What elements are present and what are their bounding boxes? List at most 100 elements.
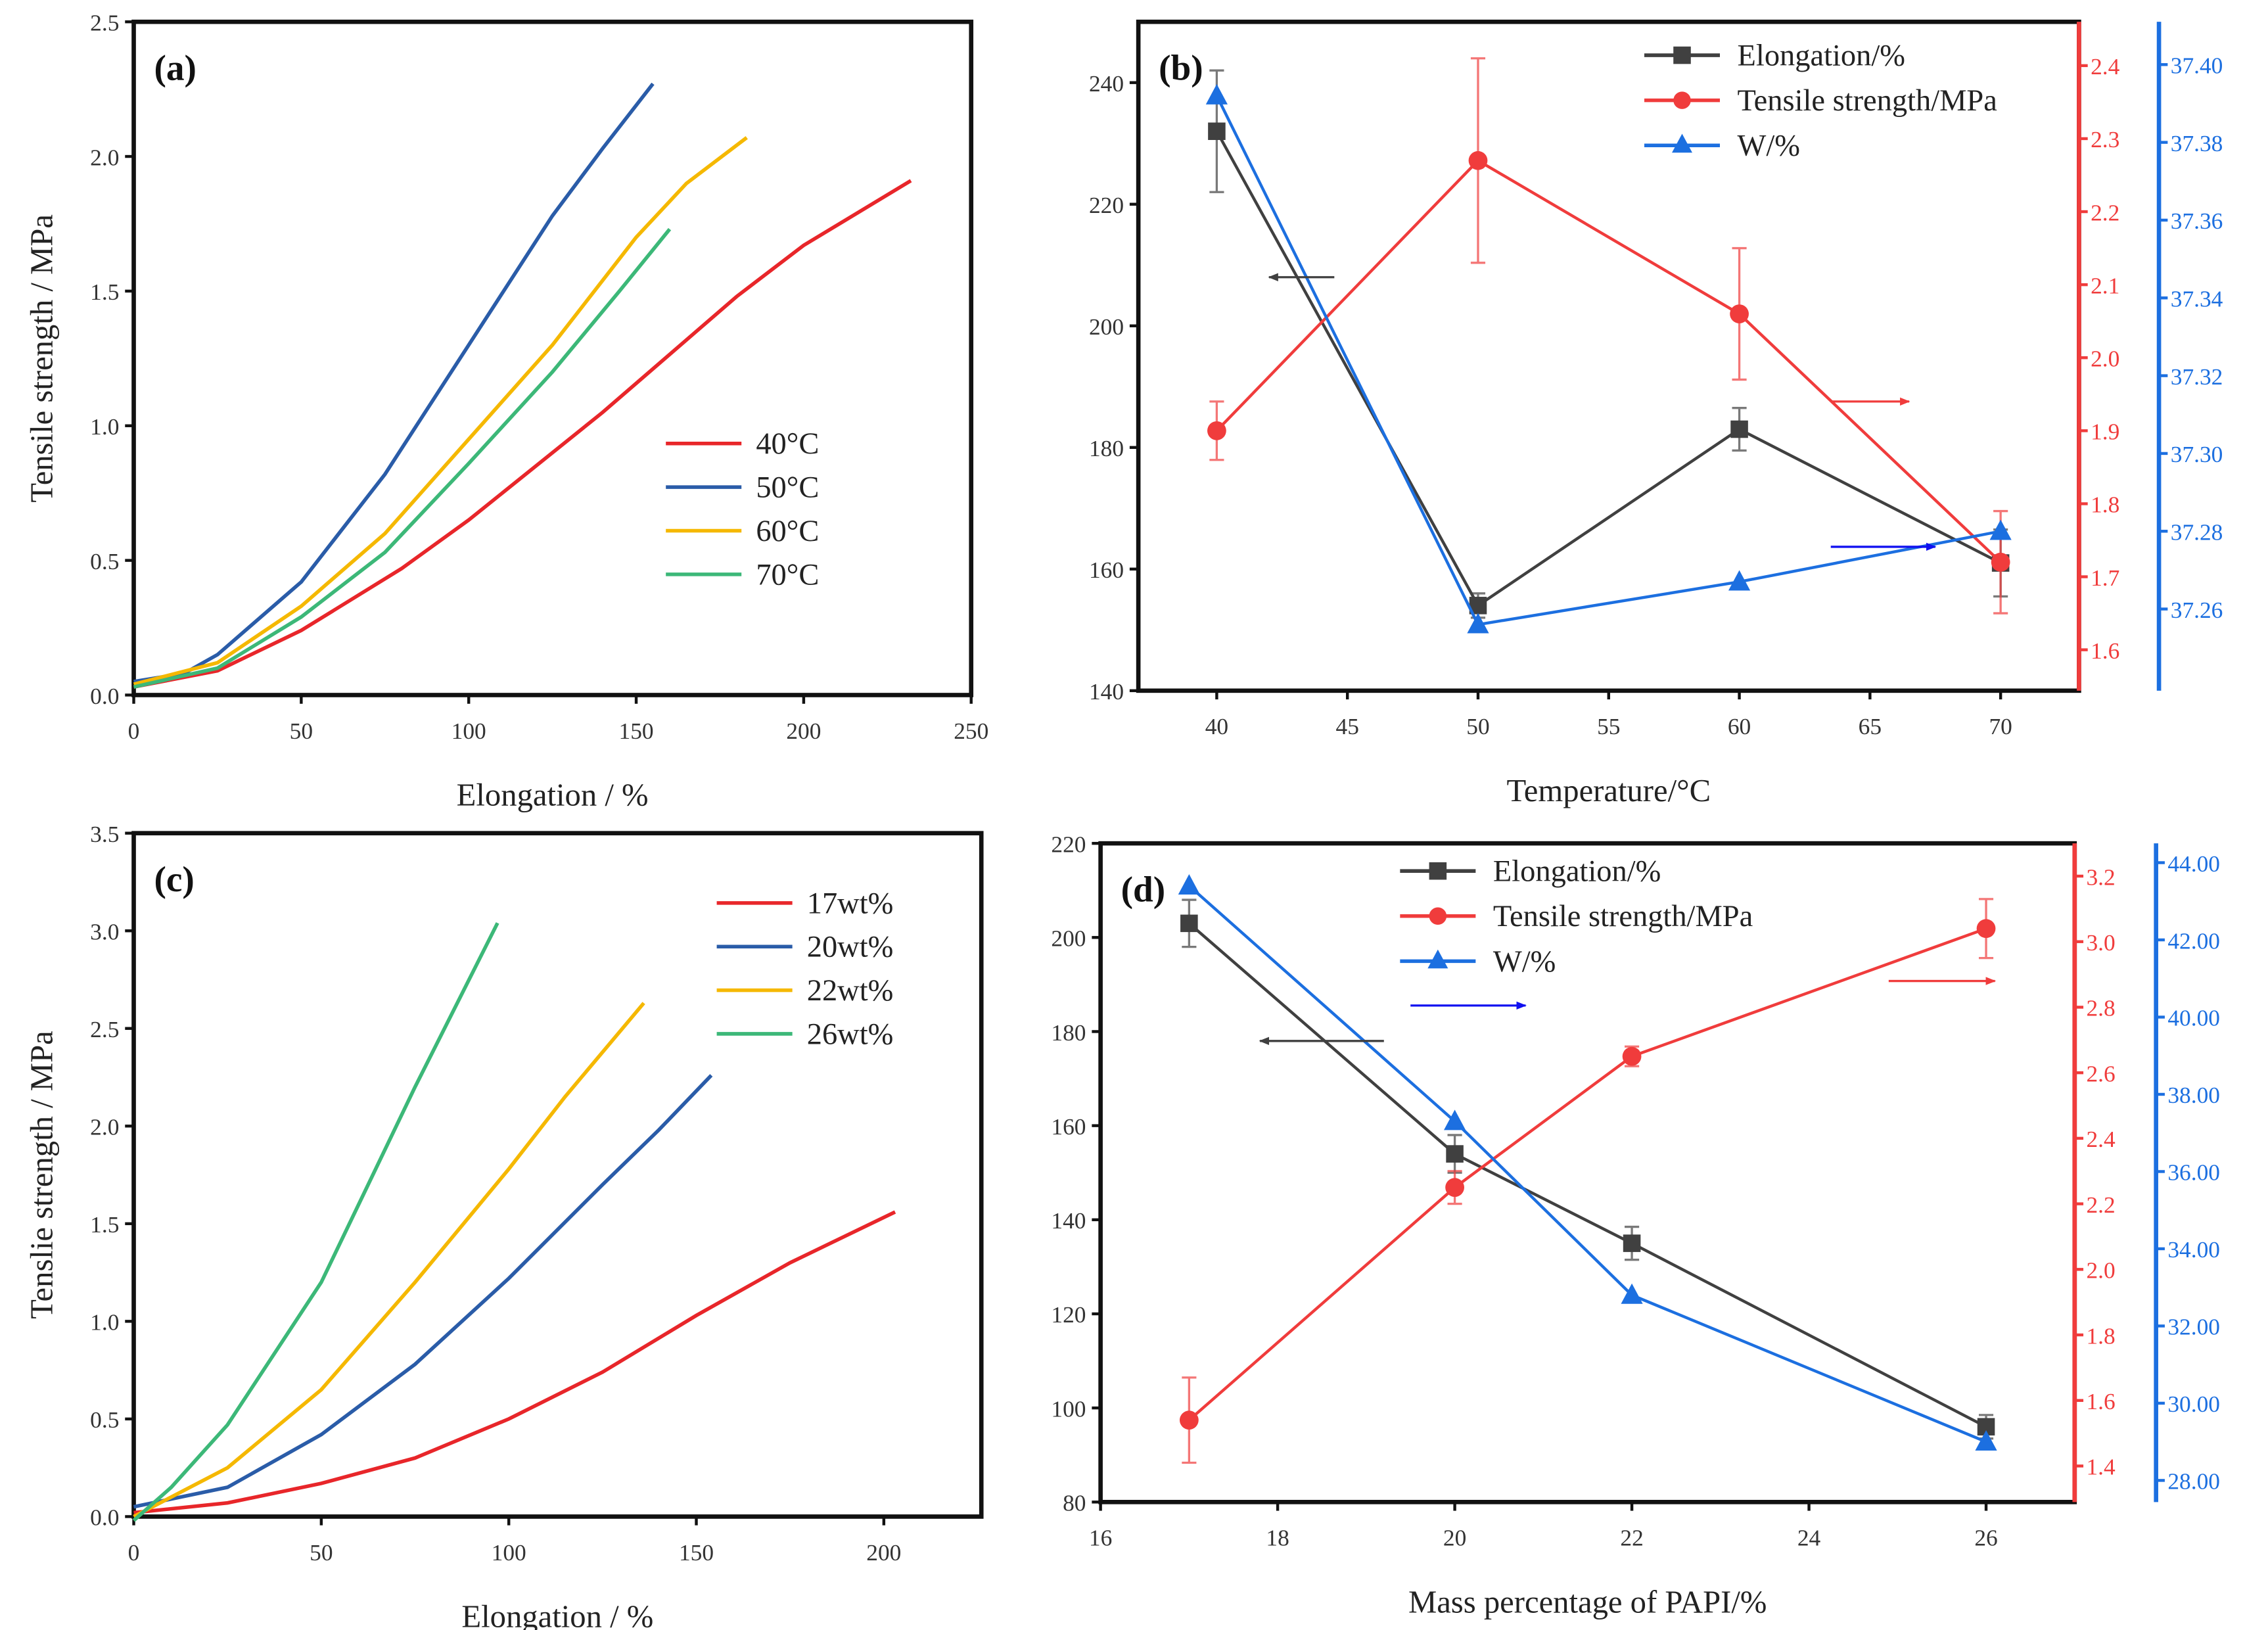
right-tick-label: 2.3 xyxy=(2091,126,2119,152)
legend-label: 40°C xyxy=(756,427,819,461)
data-point xyxy=(1180,914,1198,933)
legend-item: 50°C xyxy=(666,471,819,505)
x-tick-label: 200 xyxy=(786,718,821,744)
right-tick-label: 2.2 xyxy=(2091,199,2119,225)
x-axis-label: Elongation / % xyxy=(457,778,649,813)
y-tick-label: 120 xyxy=(1051,1301,1086,1328)
right-tick-label: 37.36 xyxy=(2171,208,2223,234)
x-tick-label: 250 xyxy=(954,718,988,744)
plot-frame xyxy=(131,831,984,1519)
right-tick-label: 2.1 xyxy=(2091,272,2119,298)
y-tick-label: 240 xyxy=(1089,70,1124,97)
data-point xyxy=(1179,1410,1199,1430)
y-tick-label: 0.0 xyxy=(90,1504,119,1531)
x-tick-label: 50 xyxy=(290,718,313,744)
legend-marker xyxy=(1429,907,1447,925)
right-tick-label: 37.40 xyxy=(2171,53,2223,79)
x-tick-label: 100 xyxy=(492,1539,526,1566)
data-point xyxy=(1468,151,1488,170)
x-tick-label: 22 xyxy=(1620,1525,1643,1551)
right-tick-label: 32.00 xyxy=(2167,1314,2220,1340)
x-tick-label: 150 xyxy=(619,718,654,744)
legend-label: 17wt% xyxy=(807,887,894,920)
legend-item: 26wt% xyxy=(716,1017,893,1051)
legend-label: W/% xyxy=(1738,129,1800,163)
y-tick-label: 200 xyxy=(1051,925,1086,952)
x-tick-label: 50 xyxy=(1466,713,1489,739)
series-40-c xyxy=(133,179,912,689)
series-line xyxy=(132,922,499,1522)
right-tick-label: 40.00 xyxy=(2167,1005,2220,1031)
series-line xyxy=(1188,885,1987,1443)
series-tensile-strength-mpa xyxy=(1179,898,1996,1464)
series-line xyxy=(1188,922,1987,1428)
y-tick-label: 2.0 xyxy=(90,1114,119,1140)
legend-label: Elongation/% xyxy=(1493,855,1661,889)
y-tick-label: 1.0 xyxy=(90,413,119,440)
series-line xyxy=(133,1074,713,1509)
legend-label: 60°C xyxy=(756,515,819,548)
legend-marker xyxy=(1673,91,1691,109)
y-tick-label: 2.5 xyxy=(90,1016,119,1042)
series-line xyxy=(133,227,672,689)
data-point xyxy=(1991,552,2010,572)
panel-c: 0 50 100 150 200 0.0 0.5 1.0 1.5 2.0 2.5 3.0 3.5 Elon… xyxy=(24,821,984,1630)
data-point xyxy=(1445,1178,1464,1198)
right-tick-label: 37.30 xyxy=(2171,441,2223,467)
x-tick-label: 16 xyxy=(1089,1525,1112,1551)
panel-label: (c) xyxy=(154,859,194,899)
right-tick-label: 1.7 xyxy=(2091,565,2119,591)
y-tick-label: 180 xyxy=(1051,1019,1086,1046)
data-point xyxy=(1208,122,1226,140)
y-tick-label: 3.5 xyxy=(90,821,119,847)
data-point xyxy=(1976,919,1996,939)
series-line xyxy=(1215,130,2002,608)
series-26wt- xyxy=(132,922,499,1522)
legend-item: Tensile strength/MPa xyxy=(1644,84,1997,118)
y-tick-label: 80 xyxy=(1063,1490,1086,1516)
x-tick-label: 26 xyxy=(1974,1525,1997,1551)
panel-label: (a) xyxy=(154,48,196,88)
legend-label: 50°C xyxy=(756,471,819,505)
series-line xyxy=(1188,927,1987,1422)
series-line xyxy=(1215,95,2001,626)
data-point xyxy=(1975,1430,1997,1451)
series-60-c xyxy=(133,136,748,686)
data-point xyxy=(1730,304,1749,323)
data-point xyxy=(1728,570,1751,591)
right-tick-label: 34.00 xyxy=(2167,1236,2220,1263)
x-tick-label: 18 xyxy=(1266,1525,1289,1551)
series-line xyxy=(133,1210,896,1515)
series-70-c xyxy=(133,227,672,689)
data-point xyxy=(1621,1283,1643,1304)
x-axis-label: Temperature/°C xyxy=(1506,773,1711,808)
right-tick-label: 36.00 xyxy=(2167,1159,2220,1186)
right-tick-label: 1.6 xyxy=(2091,638,2119,664)
y-tick-label: 160 xyxy=(1051,1113,1086,1140)
panel-label: (b) xyxy=(1159,48,1203,88)
data-point xyxy=(1989,519,2012,540)
series-line xyxy=(133,1002,645,1518)
right-tick-label: 2.8 xyxy=(2086,995,2115,1021)
plot-frame xyxy=(131,19,974,697)
series-w- xyxy=(1178,874,1997,1451)
legend-marker xyxy=(1673,46,1691,64)
series-50-c xyxy=(133,82,655,684)
legend-item: 22wt% xyxy=(716,974,893,1008)
right-tick-label: 2.4 xyxy=(2086,1126,2116,1152)
data-point xyxy=(1443,1109,1466,1130)
y-tick-label: 0.5 xyxy=(90,548,119,574)
legend-item: 70°C xyxy=(666,558,819,592)
right-tick-label: 37.32 xyxy=(2171,363,2223,390)
y-tick-label: 0.0 xyxy=(90,683,119,709)
legend-item: Elongation/% xyxy=(1400,855,1661,889)
x-axis-label: Elongation / % xyxy=(461,1599,653,1630)
legend-item: 20wt% xyxy=(716,931,893,964)
data-point xyxy=(1178,874,1200,895)
right-tick-label: 1.8 xyxy=(2091,492,2119,518)
x-tick-label: 20 xyxy=(1443,1525,1466,1551)
right-tick-label: 3.0 xyxy=(2086,929,2115,956)
right-tick-label: 42.00 xyxy=(2167,927,2220,954)
series-elongation- xyxy=(1180,898,1995,1440)
y-tick-label: 1.0 xyxy=(90,1309,119,1336)
